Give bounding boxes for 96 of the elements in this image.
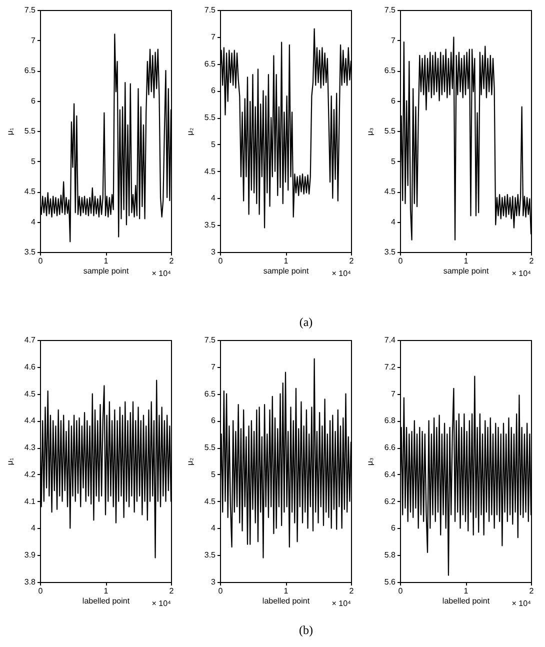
y-tick-label: 3.5 bbox=[204, 550, 216, 560]
y-tick-label: 6.8 bbox=[384, 416, 396, 426]
y-tick-label: 5 bbox=[31, 156, 36, 166]
y-tick-label: 7.5 bbox=[384, 6, 396, 14]
y-tick-label: 7 bbox=[391, 36, 396, 45]
y-tick-label: 4.5 bbox=[204, 166, 216, 176]
x-axis-title: sample point bbox=[443, 266, 490, 276]
y-tick-label: 3 bbox=[211, 578, 216, 586]
y-axis-title: μ₁ bbox=[5, 458, 14, 466]
y-tick-label: 5.6 bbox=[384, 578, 396, 586]
y-tick-label: 3.5 bbox=[384, 248, 396, 256]
text: × 10⁴ bbox=[512, 269, 532, 278]
y-tick-label: 6.5 bbox=[384, 66, 396, 75]
y-tick-label: 4 bbox=[211, 194, 216, 203]
x-axis-title: sample point bbox=[83, 266, 130, 276]
y-tick-label: 4.2 bbox=[24, 470, 36, 479]
x-tick-label: 1 bbox=[284, 586, 289, 596]
y-tick-label: 6.5 bbox=[204, 59, 216, 68]
y-tick-label: 6 bbox=[211, 416, 216, 426]
y-tick-label: 4 bbox=[211, 524, 216, 533]
y-tick-label: 4.5 bbox=[384, 187, 396, 196]
y-tick-label: 6.6 bbox=[384, 443, 396, 452]
text: × 10⁴ bbox=[332, 599, 352, 608]
y-tick-label: 4 bbox=[391, 217, 396, 226]
y-tick-label: 6 bbox=[211, 86, 216, 96]
y-tick-label: 7 bbox=[31, 36, 36, 45]
y-tick-label: 7.2 bbox=[384, 362, 396, 372]
y-tick-label: 4.5 bbox=[24, 389, 36, 398]
x-tick-label: 0 bbox=[398, 256, 404, 266]
x-axis-title: labelled point bbox=[442, 596, 490, 606]
y-tick-label: 5.5 bbox=[204, 113, 216, 122]
y-tick-label: 5.5 bbox=[384, 126, 396, 136]
y-tick-label: 7.5 bbox=[204, 6, 216, 14]
y-tick-label: 4 bbox=[31, 524, 36, 533]
x-tick-label: 1 bbox=[104, 586, 109, 596]
y-tick-label: 6.2 bbox=[384, 496, 396, 506]
x-tick-label: 0 bbox=[218, 586, 224, 596]
y-tick-label: 7 bbox=[391, 389, 396, 398]
text: × 10⁴ bbox=[152, 599, 172, 608]
text: × 10⁴ bbox=[512, 599, 532, 608]
y-tick-label: 5 bbox=[211, 140, 216, 149]
y-axis-title: μ₁ bbox=[5, 128, 14, 136]
x-tick-label: 0 bbox=[38, 256, 44, 266]
y-tick-label: 3 bbox=[211, 248, 216, 256]
x-axis-title: sample point bbox=[263, 266, 310, 276]
y-tick-label: 7.4 bbox=[384, 336, 396, 344]
x-tick-label: 0 bbox=[398, 586, 404, 596]
y-tick-label: 4 bbox=[31, 217, 36, 226]
y-tick-label: 7 bbox=[211, 362, 216, 372]
y-tick-label: 6 bbox=[391, 524, 396, 533]
y-tick-label: 6.5 bbox=[204, 389, 216, 398]
x-tick-label: 0 bbox=[218, 256, 224, 266]
y-tick-label: 5.5 bbox=[204, 443, 216, 452]
y-tick-label: 7 bbox=[211, 32, 216, 42]
y-tick-label: 3.9 bbox=[24, 550, 36, 560]
y-tick-label: 6.4 bbox=[384, 470, 396, 479]
y-tick-label: 3.8 bbox=[24, 578, 36, 586]
y-tick-label: 4.3 bbox=[24, 443, 36, 452]
x-axis-title: labelled point bbox=[262, 596, 310, 606]
text: (b) bbox=[299, 623, 313, 637]
y-tick-label: 4.6 bbox=[24, 362, 36, 372]
y-tick-label: 4.5 bbox=[204, 496, 216, 506]
y-tick-label: 3.5 bbox=[204, 220, 216, 230]
y-tick-label: 4.7 bbox=[24, 336, 36, 344]
x-tick-label: 2 bbox=[169, 586, 174, 596]
x-tick-label: 2 bbox=[529, 586, 534, 596]
text: × 10⁴ bbox=[332, 269, 352, 278]
y-tick-label: 5 bbox=[211, 470, 216, 479]
x-tick-label: 2 bbox=[349, 586, 354, 596]
y-tick-label: 3.5 bbox=[24, 248, 36, 256]
y-tick-label: 6 bbox=[391, 96, 396, 106]
x-tick-label: 2 bbox=[349, 256, 354, 266]
x-tick-label: 2 bbox=[169, 256, 174, 266]
y-tick-label: 4.1 bbox=[24, 496, 36, 506]
y-axis-title: μ₂ bbox=[185, 128, 194, 136]
x-tick-label: 1 bbox=[284, 256, 289, 266]
y-axis-title: μ₃ bbox=[365, 128, 374, 136]
y-tick-label: 5 bbox=[391, 156, 396, 166]
text: × 10⁴ bbox=[152, 269, 172, 278]
y-tick-label: 7.5 bbox=[24, 6, 36, 14]
x-tick-label: 1 bbox=[104, 256, 109, 266]
y-tick-label: 5.5 bbox=[24, 126, 36, 136]
y-tick-label: 6.5 bbox=[24, 66, 36, 75]
text: (a) bbox=[299, 315, 313, 329]
y-tick-label: 4.4 bbox=[24, 416, 36, 426]
x-tick-label: 1 bbox=[464, 586, 469, 596]
x-tick-label: 0 bbox=[38, 586, 44, 596]
y-axis-title: μ₂ bbox=[185, 458, 194, 466]
x-tick-label: 1 bbox=[464, 256, 469, 266]
y-axis-title: μ₃ bbox=[365, 458, 374, 466]
y-tick-label: 5.8 bbox=[384, 550, 396, 560]
y-tick-label: 7.5 bbox=[204, 336, 216, 344]
x-tick-label: 2 bbox=[529, 256, 534, 266]
y-tick-label: 6 bbox=[31, 96, 36, 106]
y-tick-label: 4.5 bbox=[24, 187, 36, 196]
x-axis-title: labelled point bbox=[82, 596, 130, 606]
